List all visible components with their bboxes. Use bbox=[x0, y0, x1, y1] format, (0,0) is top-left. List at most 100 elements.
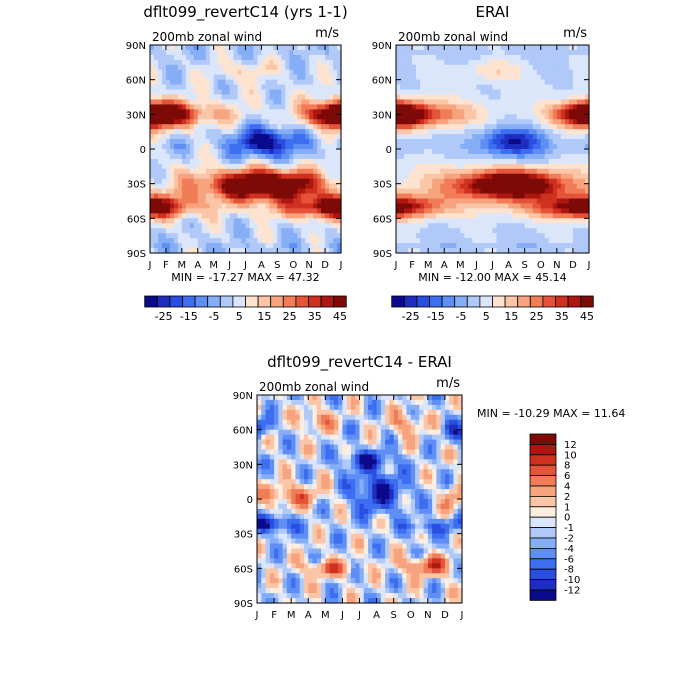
heatmap-cell bbox=[512, 114, 518, 120]
heatmap-cell bbox=[237, 114, 243, 120]
heatmap-cell bbox=[293, 183, 298, 190]
heatmap-cell bbox=[173, 144, 179, 150]
heatmap-cell bbox=[580, 228, 586, 234]
heatmap-cell bbox=[241, 173, 247, 180]
heatmap-cell bbox=[520, 213, 526, 219]
heatmap-cell bbox=[432, 149, 437, 155]
heatmap-cell bbox=[253, 104, 259, 110]
heatmap-cell bbox=[205, 59, 211, 66]
heatmap-cell bbox=[265, 64, 270, 71]
heatmap-cell bbox=[285, 228, 290, 234]
heatmap-cell bbox=[257, 439, 262, 446]
heatmap-cell bbox=[424, 208, 429, 214]
heatmap-cell bbox=[261, 449, 267, 456]
heatmap-cell bbox=[492, 248, 498, 254]
heatmap-cell bbox=[460, 183, 465, 190]
heatmap-cell bbox=[221, 193, 227, 200]
heatmap-cell bbox=[410, 459, 416, 465]
heatmap-cell bbox=[308, 404, 314, 411]
heatmap-cell bbox=[333, 233, 338, 239]
heatmap-cell bbox=[293, 104, 298, 110]
heatmap-cell bbox=[313, 178, 318, 185]
heatmap-cell bbox=[350, 459, 356, 465]
heatmap-cell bbox=[299, 434, 305, 441]
heatmap-cell bbox=[464, 84, 469, 91]
heatmap-cell bbox=[448, 139, 453, 145]
heatmap-cell bbox=[528, 213, 534, 219]
heatmap-cell bbox=[197, 139, 203, 145]
heatmap-cell bbox=[500, 163, 506, 170]
heatmap-cell bbox=[277, 193, 282, 200]
heatmap-cell bbox=[508, 59, 514, 66]
heatmap-cell bbox=[488, 223, 494, 229]
heatmap-cell bbox=[540, 144, 546, 150]
heatmap-cell bbox=[342, 414, 348, 421]
heatmap-cell bbox=[488, 188, 494, 195]
heatmap-cell bbox=[225, 64, 231, 71]
heatmap-cell bbox=[273, 208, 278, 214]
heatmap-cell bbox=[389, 449, 395, 456]
heatmap-cell bbox=[444, 203, 449, 210]
heatmap-cell bbox=[472, 139, 478, 145]
heatmap-cell bbox=[420, 168, 425, 175]
heatmap-cell bbox=[408, 45, 413, 51]
heatmap-cell bbox=[209, 124, 215, 130]
heatmap-cell bbox=[448, 49, 453, 56]
heatmap-cell bbox=[181, 149, 187, 155]
heatmap-cell bbox=[153, 149, 159, 155]
heatmap-cell bbox=[572, 134, 578, 140]
heatmap-cell bbox=[580, 45, 586, 51]
heatmap-cell bbox=[500, 168, 506, 175]
heatmap-cell bbox=[205, 223, 211, 229]
heatmap-cell bbox=[410, 399, 416, 406]
heatmap-cell bbox=[408, 193, 413, 200]
heatmap-cell bbox=[488, 228, 494, 234]
min-max-stats: MIN = -12.00 MAX = 45.14 bbox=[418, 271, 566, 284]
heatmap-cell bbox=[233, 163, 239, 170]
heatmap-cell bbox=[153, 233, 159, 239]
heatmap-cell bbox=[177, 124, 183, 130]
heatmap-cell bbox=[524, 183, 530, 190]
heatmap-cell bbox=[410, 414, 416, 421]
heatmap-cell bbox=[520, 188, 526, 195]
heatmap-cell bbox=[309, 54, 314, 61]
heatmap-cell bbox=[245, 153, 251, 160]
heatmap-cell bbox=[420, 104, 425, 110]
heatmap-cell bbox=[321, 49, 326, 56]
heatmap-cell bbox=[393, 424, 399, 431]
heatmap-cell bbox=[165, 243, 171, 249]
heatmap-cell bbox=[404, 243, 409, 249]
heatmap-cell bbox=[444, 213, 449, 219]
heatmap-cell bbox=[468, 223, 473, 229]
heatmap-cell bbox=[440, 399, 446, 406]
heatmap-cell bbox=[249, 223, 255, 229]
heatmap-cell bbox=[181, 49, 187, 56]
heatmap-cell bbox=[504, 129, 510, 135]
heatmap-cell bbox=[281, 233, 286, 239]
heatmap-cell bbox=[500, 79, 506, 86]
heatmap-cell bbox=[193, 45, 199, 51]
heatmap-cell bbox=[385, 419, 390, 426]
heatmap-cell bbox=[576, 213, 582, 219]
heatmap-cell bbox=[261, 414, 267, 421]
heatmap-cell bbox=[580, 203, 586, 210]
heatmap-cell bbox=[305, 213, 310, 219]
heatmap-cell bbox=[297, 248, 302, 254]
heatmap-cell bbox=[181, 243, 187, 249]
heatmap-cell bbox=[436, 404, 442, 411]
heatmap-cell bbox=[452, 134, 457, 140]
heatmap-cell bbox=[225, 124, 231, 130]
heatmap-cell bbox=[412, 49, 417, 56]
heatmap-cell bbox=[281, 144, 286, 150]
heatmap-cell bbox=[457, 449, 463, 456]
heatmap-cell bbox=[150, 64, 155, 71]
heatmap-cell bbox=[317, 248, 322, 254]
heatmap-cell bbox=[157, 45, 163, 51]
heatmap-cell bbox=[412, 114, 417, 120]
heatmap-cell bbox=[528, 59, 534, 66]
heatmap-cell bbox=[293, 168, 298, 175]
heatmap-cell bbox=[225, 153, 231, 160]
heatmap-cell bbox=[496, 79, 502, 86]
heatmap-cell bbox=[580, 49, 586, 56]
